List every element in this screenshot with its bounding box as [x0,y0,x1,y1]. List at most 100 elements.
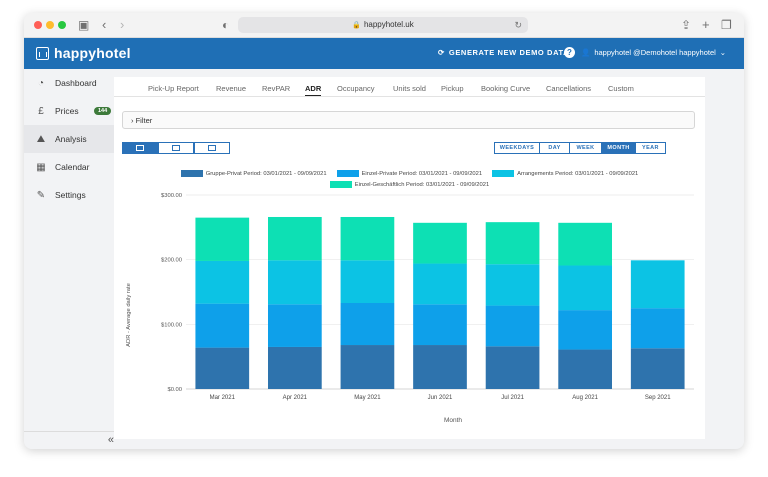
logo-mark-icon [36,46,49,60]
tab-booking-curve[interactable]: Booking Curve [481,84,531,93]
bar-segment-3[interactable] [558,265,612,311]
bar-segment-1[interactable] [413,345,467,389]
period-day-button[interactable]: DAY [540,142,570,154]
y-axis-title: ADR - Average daily rate [126,283,132,347]
bar-segment-1[interactable] [485,346,540,389]
bar-segment-3[interactable] [195,260,250,304]
bar-segment-1[interactable] [630,348,685,389]
new-tab-icon[interactable]: + [702,17,710,32]
line-chart-view-button[interactable] [194,142,230,154]
minimize-window-button[interactable] [46,21,54,29]
adr-chart: Gruppe-Privat Period: 03/01/2021 - 09/09… [114,165,705,425]
help-icon[interactable]: ? [564,47,575,58]
x-tick-label: May 2021 [354,395,381,401]
zoom-window-button[interactable] [58,21,66,29]
bar-segment-4[interactable] [340,216,395,261]
analysis-tabs: Pick-Up Report Revenue RevPAR ADR Occupa… [114,77,705,97]
y-tick-label: $200.00 [161,258,182,264]
x-tick-label: Mar 2021 [210,395,236,401]
privacy-shield-icon[interactable]: ◐ [222,18,230,32]
user-label: happyhotel @Demohotel happyhotel [594,48,716,57]
bar-segment-2[interactable] [485,305,540,347]
tab-revpar[interactable]: RevPAR [262,84,291,93]
generate-demo-data-button[interactable]: ⟳ GENERATE NEW DEMO DATA [438,48,569,57]
bar-segment-2[interactable] [413,304,467,346]
table-view-button[interactable] [158,142,194,154]
sidebar-item-label: Analysis [55,134,87,144]
bar-segment-4[interactable] [195,217,250,261]
brand-logo[interactable]: happyhotel [36,45,131,61]
user-menu[interactable]: 👤 happyhotel @Demohotel happyhotel ⌄ [581,48,726,57]
chart-view-switcher [122,142,230,154]
close-window-button[interactable] [34,21,42,29]
sidebar-collapse-button[interactable]: « [24,431,120,449]
tab-adr[interactable]: ADR [305,84,322,96]
bar-segment-1[interactable] [195,347,250,389]
bar-segment-1[interactable] [268,346,322,389]
back-icon[interactable]: ‹ [102,17,107,32]
sidebar-toggle-icon[interactable]: ▣ [78,18,90,32]
bar-segment-3[interactable] [268,260,322,305]
bar-segment-3[interactable] [630,260,685,309]
legend-swatch [336,170,359,177]
tab-units-sold[interactable]: Units sold [393,84,426,93]
chevron-down-icon: ⌄ [719,48,727,57]
period-month-button[interactable]: MONTH [602,142,636,154]
sidebar: ◔ Dashboard £ Prices 144 ⛰ Analysis ▦ Ca… [24,69,120,449]
legend-item[interactable]: Gruppe-Privat Period: 03/01/2021 - 09/09… [180,170,327,177]
bar-chart-view-button[interactable] [122,142,158,154]
bar-segment-1[interactable] [558,349,612,389]
tab-pick-up-report[interactable]: Pick-Up Report [148,84,199,93]
bar-segment-4[interactable] [485,222,540,265]
bar-segment-2[interactable] [195,303,250,348]
legend-label: Gruppe-Privat Period: 03/01/2021 - 09/09… [205,170,327,177]
refresh-icon: ⟳ [438,48,445,57]
sidebar-item-dashboard[interactable]: ◔ Dashboard [24,69,120,97]
tab-occupancy[interactable]: Occupancy [337,84,375,93]
period-year-button[interactable]: YEAR [636,142,666,154]
x-tick-label: Jul 2021 [501,395,524,401]
tab-pickup[interactable]: Pickup [441,84,464,93]
bar-segment-2[interactable] [630,308,685,349]
period-weekdays-button[interactable]: WEEKDAYS [494,142,540,154]
legend-item[interactable]: Arrangements Period: 03/01/2021 - 09/09/… [492,170,638,177]
bar-segment-4[interactable] [558,222,612,266]
y-tick-label: $300.00 [161,193,182,199]
wrench-icon: ✎ [36,189,46,201]
bar-segment-3[interactable] [413,263,467,305]
generate-demo-data-label: GENERATE NEW DEMO DATA [448,48,570,57]
tab-revenue[interactable]: Revenue [216,84,247,93]
legend-item[interactable]: Einzel-Private Period: 03/01/2021 - 09/0… [336,170,482,177]
bar-segment-3[interactable] [485,264,540,306]
tab-custom[interactable]: Custom [608,84,634,93]
bar-segment-2[interactable] [340,302,395,346]
filter-toggle[interactable]: › Filter [122,111,695,129]
share-icon[interactable]: ⇪ [681,18,692,32]
bar-segment-3[interactable] [340,260,395,303]
legend-item[interactable]: Einzel-Geschäftlich Period: 03/01/2021 -… [329,181,490,188]
sidebar-item-settings[interactable]: ✎ Settings [24,181,120,209]
bar-segment-1[interactable] [340,345,395,389]
reload-icon[interactable]: ↻ [514,20,522,30]
tab-cancellations[interactable]: Cancellations [546,84,592,93]
period-week-button[interactable]: WEEK [570,142,602,154]
bar-segment-4[interactable] [413,222,467,264]
legend-label: Einzel-Geschäftlich Period: 03/01/2021 -… [354,181,490,188]
brand-name: happyhotel [54,45,131,61]
address-bar[interactable]: 🔒 happyhotel.uk ↻ [238,17,528,33]
chart-icon: ⛰ [36,133,46,145]
sidebar-item-analysis[interactable]: ⛰ Analysis [24,125,120,153]
chart-legend-row-1: Gruppe-Privat Period: 03/01/2021 - 09/09… [114,170,705,177]
bar-segment-4[interactable] [268,216,322,261]
x-axis-title: Month [444,417,462,424]
sidebar-item-label: Calendar [55,162,90,172]
forward-icon[interactable]: › [120,17,125,32]
sidebar-item-calendar[interactable]: ▦ Calendar [24,153,120,181]
gauge-icon: ◔ [37,77,45,89]
tab-overview-icon[interactable]: ❐ [721,18,732,32]
sidebar-item-prices[interactable]: £ Prices 144 [24,97,120,125]
bar-segment-2[interactable] [558,310,612,350]
analysis-panel: Pick-Up Report Revenue RevPAR ADR Occupa… [114,77,705,439]
filter-label: Filter [135,116,153,125]
bar-segment-2[interactable] [268,304,322,347]
